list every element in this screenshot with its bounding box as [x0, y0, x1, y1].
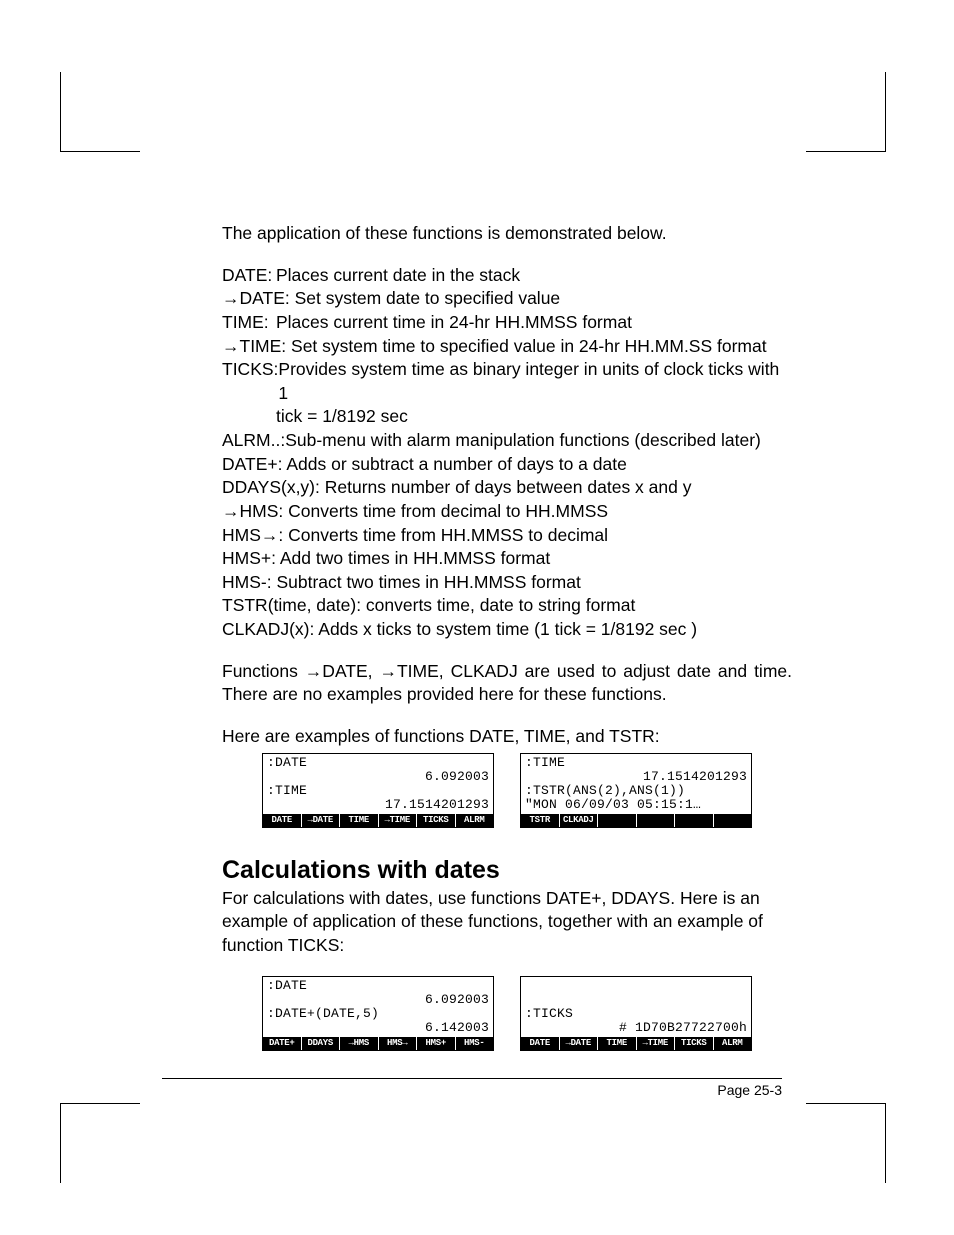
def-line: HMS→: Converts time from HH.MMSS to deci… — [222, 524, 792, 548]
function-definitions: DATE:Places current date in the stack →D… — [222, 264, 792, 642]
def-desc: Places current date in the stack — [276, 264, 792, 288]
softkey — [637, 814, 676, 827]
crop-mark-tr — [806, 72, 886, 152]
def-line: DATE+: Adds or subtract a number of days… — [222, 453, 792, 477]
screen-line: :DATE — [267, 979, 489, 993]
softkey: ALRM — [714, 1037, 752, 1050]
softkey-row: DATE →DATE TIME →TIME TICKS ALRM — [263, 814, 493, 827]
screen-line: 6.092003 — [267, 770, 489, 784]
softkey: →TIME — [379, 814, 418, 827]
page-footer: Page 25-3 — [162, 1078, 782, 1098]
page-content: The application of these functions is de… — [222, 222, 792, 1051]
def-line: DDAYS(x,y): Returns number of days betwe… — [222, 476, 792, 500]
def-line: ALRM..:Sub-menu with alarm manipulation … — [222, 429, 792, 453]
softkey — [675, 814, 714, 827]
softkey: ALRM — [456, 814, 494, 827]
screen-line: :DATE+(DATE,5) — [267, 1007, 489, 1021]
softkey: DATE+ — [263, 1037, 302, 1050]
page-number: Page 25-3 — [162, 1078, 782, 1098]
crop-mark-br — [806, 1103, 886, 1183]
screen-line: 17.1514201293 — [525, 770, 747, 784]
def-desc: Places current time in 24-hr HH.MMSS for… — [276, 311, 792, 335]
softkey-row: TSTR CLKADJ — [521, 814, 751, 827]
softkey: HMS+ — [417, 1037, 456, 1050]
def-cont: tick = 1/8192 sec — [222, 405, 792, 429]
softkey — [598, 814, 637, 827]
screen-line — [525, 979, 747, 993]
screen-line: :TIME — [525, 756, 747, 770]
softkey: →DATE — [560, 1037, 599, 1050]
screen-line: 6.092003 — [267, 993, 489, 1007]
screenshot-row-2: :DATE 6.092003 :DATE+(DATE,5) 6.142003 D… — [262, 976, 752, 1051]
softkey: →DATE — [302, 814, 341, 827]
softkey: DATE — [521, 1037, 560, 1050]
screen-line: :TICKS — [525, 1007, 747, 1021]
def-line: →HMS: Converts time from decimal to HH.M… — [222, 500, 792, 524]
softkey: TICKS — [675, 1037, 714, 1050]
screen-line: :DATE — [267, 756, 489, 770]
def-line: CLKADJ(x): Adds x ticks to system time (… — [222, 618, 792, 642]
softkey: HMS→ — [379, 1037, 418, 1050]
softkey: TSTR — [521, 814, 560, 827]
softkey: CLKADJ — [560, 814, 599, 827]
screen-line: # 1D70B27722700h — [525, 1021, 747, 1035]
calc-screenshot-4: :TICKS # 1D70B27722700h DATE →DATE TIME … — [520, 976, 752, 1051]
paragraph: Functions →DATE, →TIME, CLKADJ are used … — [222, 660, 792, 707]
screen-line: 6.142003 — [267, 1021, 489, 1035]
crop-mark-bl — [60, 1103, 140, 1183]
screen-line: :TIME — [267, 784, 489, 798]
def-line: →TIME: Set system time to specified valu… — [222, 335, 792, 359]
softkey: HMS- — [456, 1037, 494, 1050]
calc-screenshot-3: :DATE 6.092003 :DATE+(DATE,5) 6.142003 D… — [262, 976, 494, 1051]
softkey: →TIME — [637, 1037, 676, 1050]
softkey: TIME — [598, 1037, 637, 1050]
intro-paragraph: The application of these functions is de… — [222, 222, 792, 246]
def-term: TICKS: — [222, 358, 278, 405]
screen-line: 17.1514201293 — [267, 798, 489, 812]
softkey: →HMS — [340, 1037, 379, 1050]
calc-screenshot-1: :DATE 6.092003 :TIME 17.1514201293 DATE … — [262, 753, 494, 828]
def-line: TSTR(time, date): converts time, date to… — [222, 594, 792, 618]
softkey: DATE — [263, 814, 302, 827]
def-term: TIME: — [222, 311, 276, 335]
def-line: HMS-: Subtract two times in HH.MMSS form… — [222, 571, 792, 595]
softkey — [714, 814, 752, 827]
def-desc: Provides system time as binary integer i… — [278, 358, 792, 405]
screen-line: "MON 06/09/03 05:15:1… — [525, 798, 747, 812]
crop-mark-tl — [60, 72, 140, 152]
screen-line: :TSTR(ANS(2),ANS(1)) — [525, 784, 747, 798]
def-term: DATE: — [222, 264, 276, 288]
screen-line — [525, 993, 747, 1007]
paragraph: For calculations with dates, use functio… — [222, 887, 792, 958]
def-line: →DATE: Set system date to specified valu… — [222, 287, 792, 311]
softkey: TIME — [340, 814, 379, 827]
section-heading: Calculations with dates — [222, 856, 792, 885]
calc-screenshot-2: :TIME 17.1514201293 :TSTR(ANS(2),ANS(1))… — [520, 753, 752, 828]
def-line: HMS+: Add two times in HH.MMSS format — [222, 547, 792, 571]
softkey: DDAYS — [302, 1037, 341, 1050]
softkey-row: DATE →DATE TIME →TIME TICKS ALRM — [521, 1037, 751, 1050]
paragraph: Here are examples of functions DATE, TIM… — [222, 725, 792, 749]
softkey-row: DATE+ DDAYS →HMS HMS→ HMS+ HMS- — [263, 1037, 493, 1050]
softkey: TICKS — [417, 814, 456, 827]
screenshot-row-1: :DATE 6.092003 :TIME 17.1514201293 DATE … — [262, 753, 752, 828]
